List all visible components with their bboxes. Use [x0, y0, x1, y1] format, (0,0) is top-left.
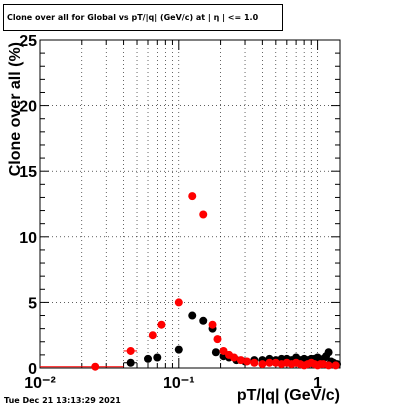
data-point	[157, 320, 166, 329]
data-point	[144, 354, 153, 363]
data-point	[199, 210, 208, 219]
data-point	[265, 358, 274, 367]
grid	[39, 39, 340, 369]
y-tick-label: 25	[19, 33, 37, 50]
x-tick-label: 10⁻¹	[163, 375, 195, 392]
data-point	[174, 298, 183, 307]
y-tick-label: 10	[19, 230, 37, 247]
y-tick-label: 0	[28, 361, 37, 378]
axes: 0 5 10 15 20 25 10⁻² 10⁻¹ 1	[19, 33, 340, 392]
data-point	[258, 360, 267, 369]
y-tick-label: 15	[19, 164, 37, 181]
x-axis-title: pT/|q| (GeV/c)	[237, 387, 340, 404]
data-point	[153, 353, 162, 362]
data-point	[188, 192, 197, 201]
data-point	[208, 320, 217, 329]
data-point	[324, 361, 333, 370]
data-point	[211, 348, 220, 357]
y-tick-label: 20	[19, 99, 37, 116]
data-point	[236, 356, 245, 365]
x-tick-label: 1	[313, 375, 322, 392]
data-point	[199, 316, 208, 325]
x-tick-label: 10⁻²	[24, 375, 56, 392]
data-point	[148, 331, 157, 340]
data-point	[331, 361, 340, 370]
data-point	[230, 353, 239, 362]
data-points	[40, 192, 342, 371]
data-point	[126, 358, 135, 367]
data-point	[250, 358, 259, 367]
data-point	[126, 346, 135, 355]
data-point	[188, 311, 197, 320]
data-point	[213, 335, 222, 344]
timestamp: Tue Dec 21 13:13:29 2021	[4, 396, 121, 405]
series-1	[40, 192, 340, 371]
data-point	[174, 345, 183, 354]
chart-title: Clone over all for Global vs pT/|q| (GeV…	[3, 4, 283, 31]
data-point	[91, 362, 100, 371]
data-point	[324, 348, 333, 357]
data-point	[243, 357, 252, 366]
y-axis-title: Clone over all (%)	[7, 42, 24, 176]
y-tick-label: 5	[28, 295, 37, 312]
